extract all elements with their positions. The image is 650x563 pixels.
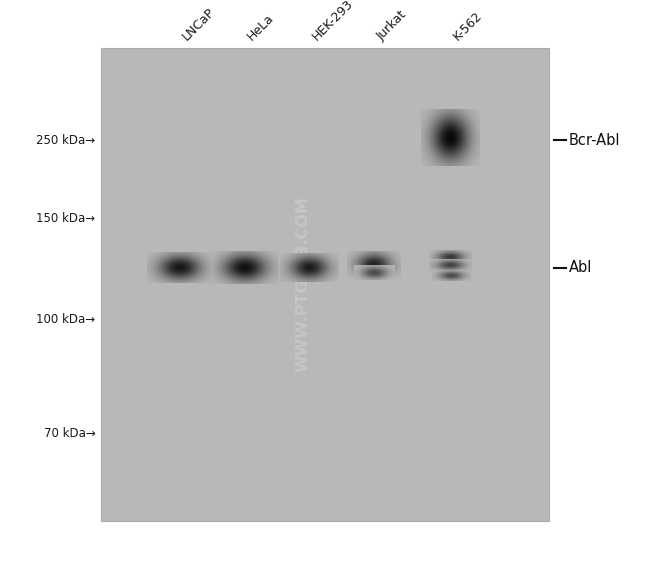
Text: HeLa: HeLa: [244, 12, 276, 43]
Text: 250 kDa→: 250 kDa→: [36, 133, 96, 146]
Text: 150 kDa→: 150 kDa→: [36, 212, 96, 225]
Text: LNCaP: LNCaP: [179, 6, 217, 43]
Text: Abl: Abl: [569, 260, 592, 275]
Text: Jurkat: Jurkat: [374, 8, 409, 43]
Text: WWW.PTGLAB.COM: WWW.PTGLAB.COM: [295, 196, 310, 372]
Bar: [101, 48, 549, 521]
Text: K-562: K-562: [450, 10, 485, 43]
Text: 70 kDa→: 70 kDa→: [44, 427, 96, 440]
Text: HEK-293: HEK-293: [309, 0, 356, 43]
Text: Bcr-Abl: Bcr-Abl: [569, 132, 620, 148]
Text: 100 kDa→: 100 kDa→: [36, 313, 96, 327]
